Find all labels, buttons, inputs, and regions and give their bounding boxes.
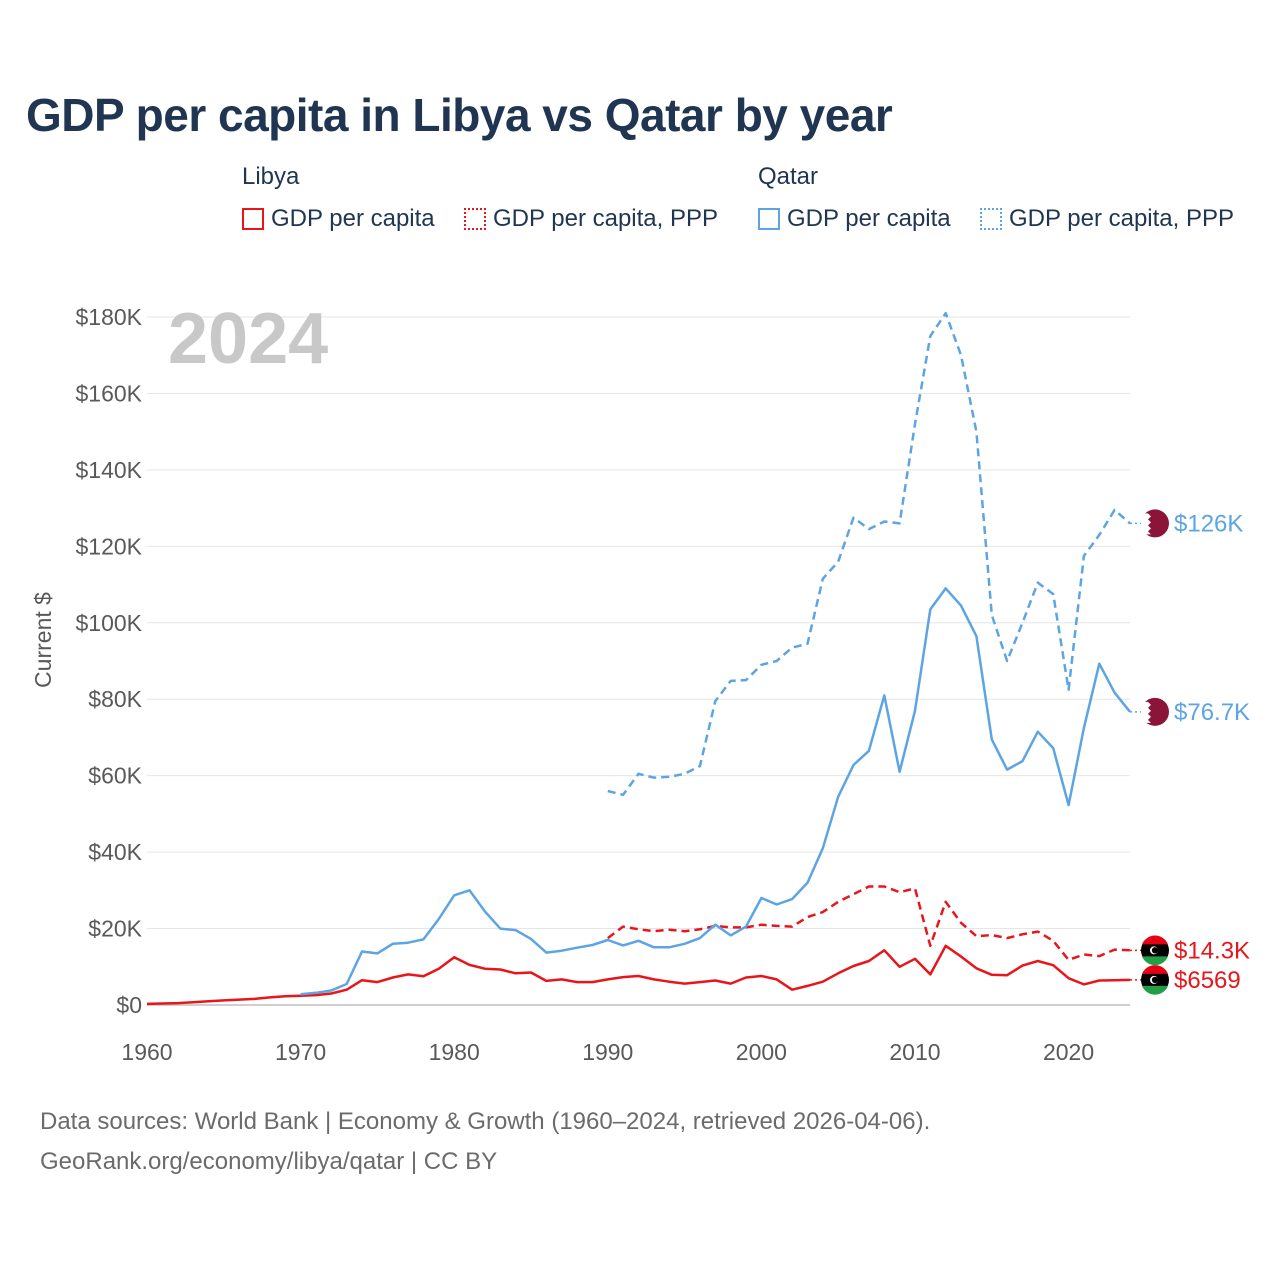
- series-line-qatar-solid[interactable]: [300, 587, 1131, 996]
- libya-flag-red-band: [1142, 965, 1168, 974]
- legend-label-qatar-gdp: GDP per capita: [787, 205, 951, 232]
- y-tick-label: $20K: [88, 916, 142, 942]
- x-tick-label: 1960: [121, 1039, 172, 1065]
- series-line-qatar-dashed[interactable]: [607, 311, 1131, 797]
- y-axis-label: Current $: [30, 592, 56, 688]
- legend-swatch-libya-solid: [242, 208, 264, 230]
- y-axis-ticks: $0 $20K $40K $60K $80K $100K $120K $140K $160K $1…: [75, 304, 142, 1018]
- legend-swatch-qatar-dashed: [980, 208, 1002, 230]
- x-tick-label: 1990: [582, 1039, 633, 1065]
- footer-sources: Data sources: World Bank | Economy & Gro…: [40, 1108, 931, 1135]
- legend-swatch-qatar-solid: [758, 208, 780, 230]
- legend-label-libya-gdp: GDP per capita: [271, 205, 435, 232]
- y-tick-label: $180K: [75, 304, 142, 330]
- x-axis-ticks: 1960 1970 1980 1990 2000 2010 2020: [121, 1039, 1094, 1065]
- x-tick-label: 1980: [429, 1039, 480, 1065]
- legend-item-libya-gdp[interactable]: GDP per capita: [242, 204, 435, 234]
- qatar-flag-serration: [1141, 701, 1151, 723]
- y-tick-label: $160K: [75, 380, 142, 406]
- legend-group-qatar: Qatar: [758, 163, 819, 190]
- y-tick-label: $120K: [75, 533, 142, 559]
- x-tick-label: 2000: [736, 1039, 787, 1065]
- end-value-label-libya-solid: $6569: [1174, 967, 1241, 994]
- legend-item-qatar-gdp-ppp[interactable]: GDP per capita, PPP: [980, 204, 1234, 234]
- series-line-libya-dashed[interactable]: [607, 885, 1131, 962]
- end-value-label-qatar-dashed: $126K: [1174, 510, 1243, 537]
- legend-item-libya-gdp-ppp[interactable]: GDP per capita, PPP: [464, 204, 718, 234]
- legend-group-libya: Libya: [242, 163, 300, 190]
- y-tick-label: $60K: [88, 763, 142, 789]
- qatar-flag-serration: [1141, 513, 1151, 535]
- y-tick-label: $80K: [88, 686, 142, 712]
- legend-label-libya-gdp-ppp: GDP per capita, PPP: [493, 205, 718, 232]
- end-value-label-qatar-solid: $76.7K: [1174, 699, 1250, 726]
- end-value-label-libya-dashed: $14.3K: [1174, 937, 1250, 964]
- y-tick-label: $100K: [75, 610, 142, 636]
- footer-attribution: GeoRank.org/economy/libya/qatar | CC BY: [40, 1148, 498, 1175]
- chart-title: GDP per capita in Libya vs Qatar by year: [26, 89, 893, 141]
- legend-label-qatar-gdp-ppp: GDP per capita, PPP: [1009, 205, 1234, 232]
- legend-swatch-libya-dashed: [464, 208, 486, 230]
- y-tick-label: $40K: [88, 839, 142, 865]
- y-tick-label: $0: [116, 992, 142, 1018]
- legend-item-qatar-gdp[interactable]: GDP per capita: [758, 204, 951, 234]
- series-lines: [146, 311, 1131, 1006]
- libya-flag-green-band: [1142, 985, 1168, 995]
- y-tick-label: $140K: [75, 457, 142, 483]
- libya-crescent-cut: [1151, 976, 1159, 984]
- x-tick-label: 2010: [889, 1039, 940, 1065]
- x-tick-label: 2020: [1043, 1039, 1094, 1065]
- year-stamp: 2024: [168, 299, 328, 379]
- libya-flag-red-band: [1142, 935, 1168, 945]
- libya-flag-green-band: [1142, 956, 1168, 966]
- x-tick-label: 1970: [275, 1039, 326, 1065]
- series-end-markers: $6569 $14.3K $76.7K $126K: [1130, 509, 1250, 995]
- gridlines: [147, 316, 1130, 1006]
- series-line-libya-solid[interactable]: [146, 944, 1131, 1006]
- libya-crescent-cut: [1151, 947, 1159, 954]
